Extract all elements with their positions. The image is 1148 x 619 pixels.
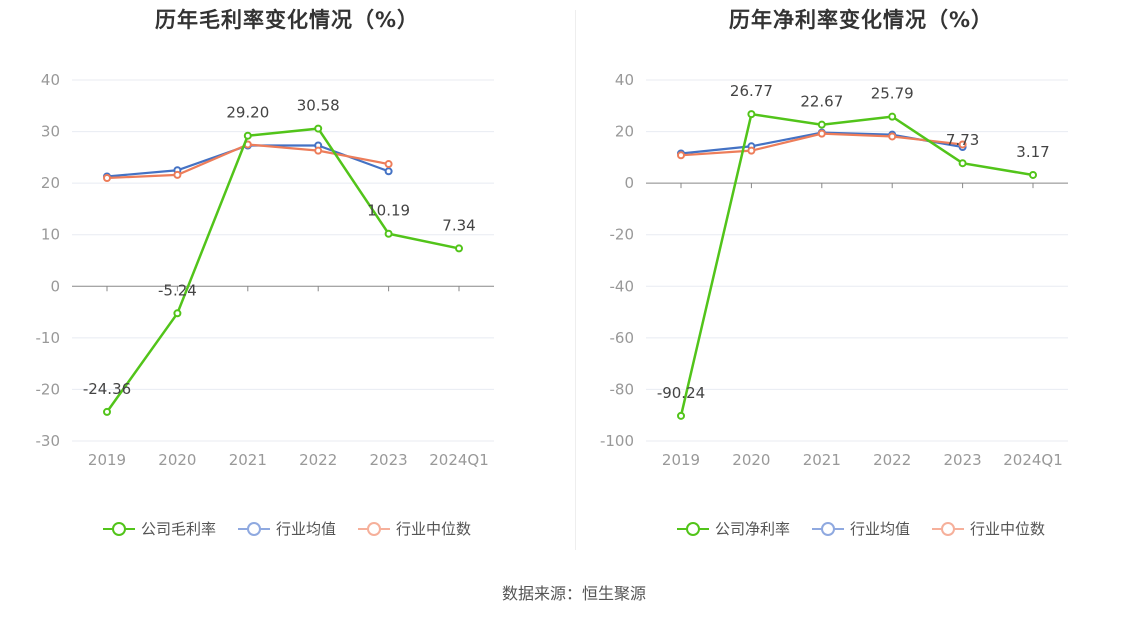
x-tick-label: 2020 (732, 451, 770, 469)
data-point-industry_median (173, 170, 182, 179)
chart-title: 历年净利率变化情况（%） (728, 8, 994, 32)
x-tick-label: 2019 (88, 451, 126, 469)
legend-marker-icon (237, 521, 270, 536)
x-tick-label: 2022 (873, 451, 911, 469)
series-line-company (105, 127, 460, 413)
data-point-industry_median (817, 129, 826, 138)
data-point-company (817, 120, 826, 129)
legend-item-company[interactable]: 公司净利率 (676, 518, 790, 539)
data-label: -24.36 (83, 380, 131, 398)
panel-divider (575, 10, 576, 550)
data-point-industry_median (103, 173, 111, 182)
chart-title: 历年毛利率变化情况（%） (154, 8, 420, 32)
data-point-company (888, 112, 897, 121)
legend: 公司净利率 行业均值 行业中位数 (574, 518, 1148, 539)
x-tick-label: 2022 (299, 451, 337, 469)
data-label: 7.73 (946, 131, 979, 149)
x-tick-label: 2023 (944, 451, 982, 469)
y-tick-label: -10 (36, 329, 61, 347)
data-point-company (1029, 170, 1037, 179)
data-label: -5.24 (158, 281, 197, 299)
x-tick-label: 2021 (803, 451, 841, 469)
data-label: 10.19 (367, 202, 410, 220)
y-tick-label: 0 (50, 277, 60, 295)
data-point-company (747, 110, 756, 119)
legend-item-company[interactable]: 公司毛利率 (102, 518, 216, 539)
data-label: 29.20 (226, 104, 269, 122)
legend-label: 公司毛利率 (140, 520, 216, 538)
net-margin-plot: 40 20 0 -20 -40 -60 -80 -100 2019 2020 2021 2022 202… (600, 71, 1068, 469)
data-point-company (173, 309, 182, 318)
y-tick-label: -60 (610, 329, 635, 347)
data-label: 7.34 (442, 216, 475, 234)
x-tick-label: 2021 (229, 451, 267, 469)
x-tick-label: 2023 (370, 451, 408, 469)
legend-marker-icon (358, 521, 390, 536)
x-tick-label: 2024Q1 (429, 451, 489, 469)
y-tick-label: -40 (610, 277, 635, 295)
legend-marker-icon (102, 521, 135, 536)
data-label: 3.17 (1016, 143, 1049, 161)
legend-label: 行业中位数 (396, 520, 472, 538)
data-source-note: 数据来源：恒生聚源 (501, 584, 646, 603)
y-tick-label: -100 (600, 432, 634, 450)
data-point-company (384, 229, 393, 238)
data-point-industry_median (384, 160, 393, 169)
legend-item-industry-median[interactable]: 行业中位数 (932, 518, 1045, 539)
x-tick-label: 2019 (662, 451, 700, 469)
legend-marker-icon (932, 521, 964, 536)
data-point-industry_median (747, 146, 756, 155)
y-tick-label: 10 (41, 226, 60, 244)
legend-label: 行业均值 (849, 520, 910, 538)
data-point-industry_median (677, 151, 685, 160)
y-tick-label: -20 (36, 380, 61, 398)
y-tick-label: 20 (615, 123, 634, 141)
x-tick-label: 2024Q1 (1003, 451, 1063, 469)
data-point-company (958, 159, 967, 168)
y-tick-label: 40 (41, 71, 60, 89)
data-label: -90.24 (657, 384, 705, 402)
legend-marker-icon (811, 521, 844, 536)
legend-label: 公司净利率 (714, 520, 790, 538)
data-point-company (677, 411, 685, 420)
series-line-company (679, 112, 1034, 417)
gross-margin-plot: 40 30 20 10 0 -10 -20 -30 2019 2020 2021 2022 2023 20… (36, 71, 494, 469)
data-point-company (455, 244, 463, 253)
y-tick-label: 0 (624, 174, 634, 192)
net-margin-chart-panel: 历年净利率变化情况（%） 40 20 0 -20 -40 -60 -80 -100 2019 20… (574, 0, 1148, 560)
legend-label: 行业中位数 (970, 520, 1046, 538)
y-tick-label: -80 (610, 380, 635, 398)
data-label: 22.67 (800, 93, 843, 111)
data-point-company (243, 131, 252, 140)
y-tick-label: 40 (615, 71, 634, 89)
legend-item-industry-avg[interactable]: 行业均值 (811, 518, 910, 539)
x-tick-label: 2020 (158, 451, 196, 469)
data-label: 25.79 (871, 85, 914, 103)
data-point-company (314, 124, 323, 133)
data-label: 26.77 (730, 82, 773, 100)
data-point-industry_median (958, 140, 967, 149)
data-label: 30.58 (297, 97, 340, 115)
y-tick-label: 20 (41, 174, 60, 192)
data-point-industry_median (314, 146, 323, 155)
legend-item-industry-median[interactable]: 行业中位数 (358, 518, 471, 539)
data-point-industry_avg (384, 167, 393, 176)
legend: 公司毛利率 行业均值 行业中位数 (0, 518, 574, 539)
legend-label: 行业均值 (275, 520, 336, 538)
y-tick-label: -30 (36, 432, 61, 450)
y-tick-label: -20 (610, 226, 635, 244)
legend-marker-icon (676, 521, 709, 536)
data-point-company (103, 407, 111, 416)
gross-margin-chart-panel: 历年毛利率变化情况（%） 40 30 20 10 0 -10 -20 -30 2019 2020 2… (0, 0, 574, 560)
y-tick-label: 30 (41, 123, 60, 141)
legend-item-industry-avg[interactable]: 行业均值 (237, 518, 336, 539)
data-point-industry_median (888, 132, 897, 141)
